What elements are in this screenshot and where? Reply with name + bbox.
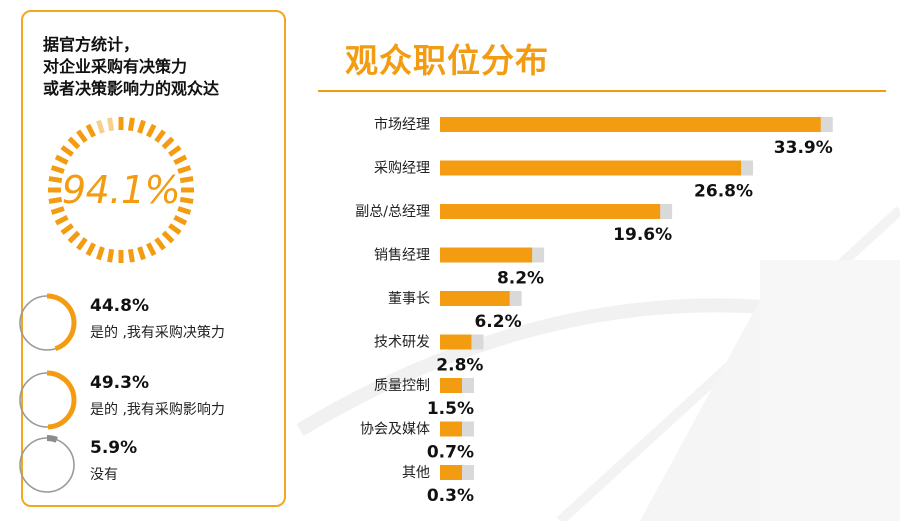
stat-influence-power: 49.3% 是的 ,我有采购影响力 — [16, 367, 256, 433]
summary-panel: 据官方统计， 对企业采购有决策力 或者决策影响力的观众达 — [21, 10, 286, 507]
ring-segment — [179, 196, 194, 204]
stat-value: 44.8% — [90, 296, 149, 316]
ring-segment — [177, 206, 192, 215]
ring-segment — [146, 123, 157, 138]
value-label: 8.2% — [497, 269, 544, 289]
value-label: 26.8% — [694, 182, 753, 202]
headline-ring-gauge — [48, 117, 194, 263]
ring-segment — [173, 154, 188, 165]
ring-segment — [50, 165, 65, 174]
ring-segment — [96, 119, 105, 134]
ring-segment — [67, 136, 81, 150]
bar — [440, 247, 533, 263]
stat-ring-gauge — [17, 435, 77, 495]
ring-segment — [85, 123, 96, 138]
ring-segment — [161, 136, 175, 150]
bar — [440, 421, 462, 437]
value-label: 33.9% — [774, 138, 833, 158]
ring-segment — [85, 242, 96, 257]
headline-value: 94.1% — [61, 168, 181, 212]
stat-value: 49.3% — [90, 373, 149, 393]
ring-segment — [168, 223, 182, 235]
ring-segment — [137, 246, 146, 261]
ring-segment — [107, 248, 115, 263]
ring-segment — [76, 237, 88, 251]
ring-segment — [76, 129, 88, 143]
ring-segment — [168, 145, 182, 157]
intro-line: 对企业采购有决策力 — [43, 57, 188, 76]
ring-segment — [96, 246, 105, 261]
category-label: 销售经理 — [374, 248, 430, 264]
stat-label: 是的 ,我有采购决策力 — [90, 325, 225, 341]
bar — [440, 160, 742, 176]
ring-segment — [67, 230, 81, 244]
category-label: 市场经理 — [374, 116, 430, 133]
ring-segment — [137, 119, 146, 134]
ring-segment — [60, 145, 74, 157]
category-label: 副总/总经理 — [355, 204, 430, 220]
ring-segment — [50, 206, 65, 215]
ring-segment — [107, 117, 115, 132]
category-label: 董事长 — [388, 291, 430, 307]
stat-ring-gauge — [17, 293, 77, 353]
ring-fill — [17, 293, 77, 353]
stat-value: 5.9% — [90, 438, 138, 458]
ring-fill — [17, 435, 77, 495]
stat-label: 没有 — [90, 467, 118, 483]
ring-segment — [54, 215, 69, 226]
stat-none: 5.9% 没有 — [16, 432, 256, 498]
value-label: 0.3% — [427, 486, 474, 506]
stat-label: 是的 ,我有采购影响力 — [90, 402, 225, 418]
ring-segment — [177, 165, 192, 174]
title-divider — [318, 90, 886, 92]
bar — [440, 378, 462, 393]
bar — [440, 334, 472, 350]
intro-line: 或者决策影响力的观众达 — [43, 79, 220, 98]
ring-segment — [154, 237, 166, 251]
ring-fill — [17, 370, 77, 430]
stat-ring-gauge — [17, 370, 77, 430]
category-label: 协会及媒体 — [360, 422, 430, 438]
ring-segment — [127, 248, 135, 263]
chart-title: 观众职位分布 — [345, 41, 549, 80]
value-label: 2.8% — [436, 356, 483, 376]
bar — [440, 291, 510, 306]
category-label: 其他 — [402, 465, 430, 481]
value-label: 0.7% — [427, 443, 474, 463]
ring-segment — [146, 242, 157, 257]
ring-segment — [179, 176, 194, 184]
ring-segment — [154, 129, 166, 143]
value-label: 19.6% — [613, 225, 672, 245]
bar — [440, 465, 462, 480]
category-label: 质量控制 — [374, 378, 430, 394]
ring-segment — [48, 176, 63, 184]
ring-segment — [173, 215, 188, 226]
intro-line: 据官方统计， — [43, 35, 140, 54]
category-label: 采购经理 — [374, 161, 430, 177]
intro-text: 据官方统计， 对企业采购有决策力 或者决策影响力的观众达 — [43, 34, 279, 100]
ring-segment — [54, 154, 69, 165]
ring-segment — [60, 223, 74, 235]
ring-segment — [48, 196, 63, 204]
ring-segment — [161, 230, 175, 244]
category-label: 技术研发 — [374, 335, 430, 351]
bar — [440, 204, 661, 219]
stat-decision-power: 44.8% 是的 ,我有采购决策力 — [16, 290, 256, 356]
bar — [440, 117, 821, 132]
value-label: 6.2% — [474, 312, 521, 332]
value-label: 1.5% — [427, 399, 474, 419]
ring-segment — [127, 117, 135, 132]
